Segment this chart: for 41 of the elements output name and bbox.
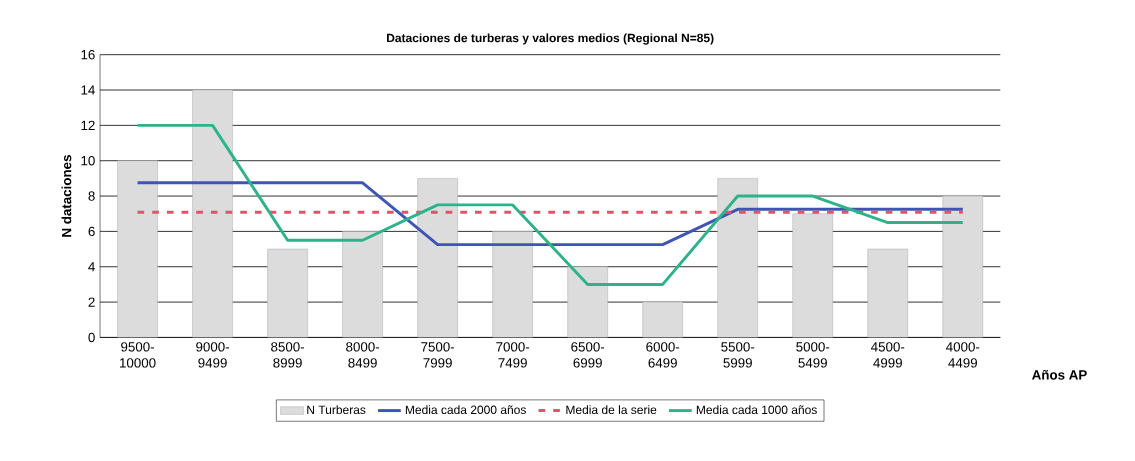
x-tick-label: 6500-6999 [571,341,605,368]
y-tick-label: 6 [88,226,95,236]
x-tick-label: 8000-8499 [346,341,380,368]
y-tick-label: 10 [81,155,95,166]
x-tick-label: 9000-9499 [196,341,230,368]
y-tick-label: 12 [81,120,95,130]
bar [342,230,383,338]
x-tick-label: 4500-4999 [871,341,905,368]
line-series [136,123,965,286]
x-tick-label: 7500-7999 [421,341,455,368]
bar [792,213,834,338]
bar [117,160,158,338]
y-tick-label: 4 [88,261,95,272]
bar [642,301,683,338]
x-tick-label: 7000-7499 [496,341,530,368]
bar [867,248,909,338]
bar [942,195,984,338]
x-tick-label: 6000-6499 [646,341,680,368]
y-tick-label: 8 [88,191,95,201]
legend-label: Media cada 2000 años [405,405,526,414]
bar [417,177,458,338]
legend-label: Media cada 1000 años [696,405,817,414]
chart-title: Dataciones de turberas y valores medios (Regional N=85) [387,33,714,45]
x-tick-label: 9500-10000 [120,341,156,368]
bar [492,230,533,338]
y-tick-label: 16 [81,49,95,60]
x-tick-label: 4000-4499 [946,341,980,368]
x-tick-label: 5000-5499 [796,341,830,368]
legend-label: Media de la serie [566,405,657,414]
x-axis-title: Años AP [1032,369,1087,380]
x-tick-label: 5500-5999 [721,341,755,368]
bar [717,177,758,338]
bar [192,89,233,338]
y-axis-title: N dataciones [61,154,72,237]
bar [267,248,308,338]
legend-label: N Turberas [307,405,366,414]
y-tick-label: 14 [81,85,95,95]
y-tick-label: 0 [88,332,95,342]
x-tick-label: 8500-8999 [271,341,305,368]
y-tick-label: 2 [88,297,95,307]
bar [567,266,608,338]
